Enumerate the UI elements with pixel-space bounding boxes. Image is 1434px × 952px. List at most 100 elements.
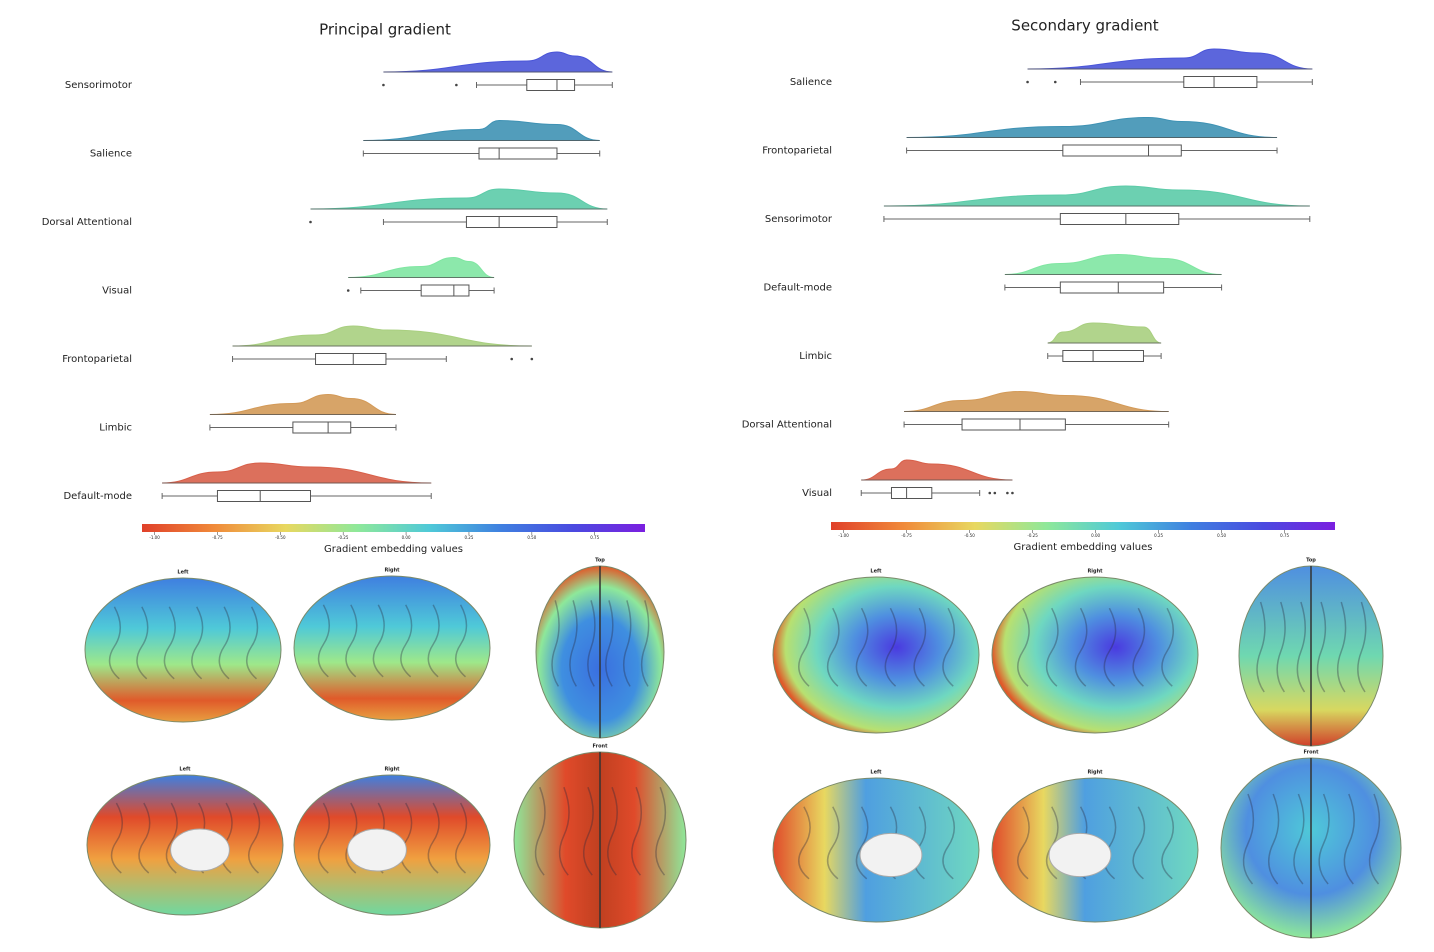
category-label: Sensorimotor bbox=[65, 80, 133, 91]
brain-sulcus bbox=[1368, 793, 1381, 885]
colorbar-label: Gradient embedding values bbox=[324, 544, 463, 555]
colorbar-tick-label: -0.75 bbox=[901, 533, 912, 538]
colorbar-tick-label: 0.50 bbox=[527, 535, 536, 540]
brain-sulcus bbox=[455, 802, 468, 874]
brain-sulcus bbox=[165, 802, 178, 874]
outlier bbox=[1011, 491, 1014, 495]
density-ridge bbox=[861, 459, 1013, 481]
density-ridge bbox=[1047, 322, 1162, 344]
brain-sulcus bbox=[826, 607, 840, 687]
brain-sulcus bbox=[1242, 793, 1255, 885]
box bbox=[890, 487, 933, 499]
brain-sulcus bbox=[136, 606, 149, 680]
brain-view-label: Left bbox=[179, 767, 191, 773]
brain-sulcus bbox=[826, 806, 840, 880]
brain-sulcus bbox=[631, 786, 643, 876]
outlier bbox=[1006, 491, 1009, 495]
category-label: Limbic bbox=[799, 351, 832, 362]
colorbar-tick-label: 0.50 bbox=[1217, 533, 1226, 538]
outlier bbox=[510, 357, 514, 361]
colorbar-tick-label: -0.50 bbox=[964, 533, 975, 538]
density-ridge bbox=[383, 51, 613, 73]
brain-sulcus bbox=[1161, 806, 1175, 880]
brain-sulcus bbox=[1357, 601, 1367, 693]
brain-sulcus bbox=[1276, 601, 1286, 693]
brain-view-label: Left bbox=[870, 770, 882, 776]
brain-sulcus bbox=[558, 786, 570, 876]
brain-sulcus bbox=[587, 600, 596, 687]
brain-sulcus bbox=[1017, 806, 1030, 880]
brain-sulcus bbox=[1017, 607, 1030, 687]
brain-sulcus bbox=[1161, 607, 1175, 687]
brain-sulcus bbox=[1336, 601, 1347, 693]
box bbox=[420, 284, 470, 297]
brain-sulcus bbox=[1074, 607, 1088, 687]
brain-sulcus bbox=[798, 806, 811, 880]
brain-sulcus bbox=[1045, 607, 1059, 687]
density-ridge bbox=[232, 325, 532, 347]
brain-sulcus bbox=[855, 607, 869, 687]
brain-sulcus bbox=[110, 802, 124, 874]
brain-view-label: Right bbox=[1087, 569, 1103, 575]
brain-sulcus bbox=[1256, 601, 1266, 693]
brain-sulcus bbox=[913, 607, 927, 687]
category-label: Limbic bbox=[99, 423, 132, 434]
brain-sulcus bbox=[1318, 793, 1330, 885]
colorbar-tick-label: -1.00 bbox=[149, 535, 160, 540]
brain-surface bbox=[991, 576, 1199, 734]
category-label: Visual bbox=[802, 488, 832, 499]
box bbox=[478, 147, 558, 160]
density-ridge bbox=[162, 462, 432, 484]
brain-sulcus bbox=[1296, 601, 1306, 693]
brain-sulcus bbox=[1103, 806, 1117, 880]
outlier bbox=[530, 357, 534, 361]
colorbar-tick-label: -0.25 bbox=[338, 535, 349, 540]
density-ridge bbox=[906, 116, 1278, 138]
colorbar-tick-label: 0.25 bbox=[464, 535, 473, 540]
brain-sulcus bbox=[248, 802, 261, 874]
category-label: Default-mode bbox=[763, 283, 832, 294]
brain-sulcus bbox=[622, 600, 632, 687]
brain-view-label: Right bbox=[384, 568, 400, 574]
brain-sulcus bbox=[317, 802, 331, 874]
brain-surface bbox=[293, 575, 491, 721]
brain-view-label: Left bbox=[870, 569, 882, 575]
density-ridge bbox=[348, 256, 495, 278]
box bbox=[1059, 213, 1180, 225]
brain-sulcus bbox=[372, 604, 385, 678]
box bbox=[1062, 144, 1182, 157]
colorbar bbox=[831, 522, 1335, 530]
density-ridge bbox=[1027, 48, 1313, 70]
chart-title: Principal gradient bbox=[319, 21, 451, 39]
outlier bbox=[988, 491, 992, 495]
category-label: Visual bbox=[102, 286, 132, 297]
colorbar-tick-label: -1.00 bbox=[838, 533, 849, 538]
brain-sulcus bbox=[607, 786, 618, 876]
brain-view-label: Top bbox=[595, 558, 605, 564]
brain-sulcus bbox=[427, 802, 440, 874]
brain-sulcus bbox=[1268, 793, 1280, 885]
brain-sulcus bbox=[605, 600, 614, 687]
brain-sulcus bbox=[1103, 607, 1117, 687]
brain-sulcus bbox=[1293, 793, 1305, 885]
category-label: Frontoparietal bbox=[762, 146, 832, 157]
density-ridge bbox=[904, 390, 1169, 412]
brain-core bbox=[1048, 832, 1112, 878]
brain-core bbox=[859, 832, 923, 878]
brain-sulcus bbox=[1132, 607, 1146, 687]
brain-sulcus bbox=[855, 806, 869, 880]
colorbar-tick-label: -0.50 bbox=[275, 535, 286, 540]
brain-sulcus bbox=[1132, 806, 1146, 880]
chart-title: Secondary gradient bbox=[1011, 17, 1159, 35]
category-label: Salience bbox=[790, 77, 832, 88]
category-label: Frontoparietal bbox=[62, 354, 132, 365]
brain-sulcus bbox=[655, 786, 667, 876]
brain-view-label: Front bbox=[593, 744, 609, 750]
category-label: Dorsal Attentional bbox=[42, 217, 132, 228]
brain-sulcus bbox=[640, 600, 650, 687]
outlier bbox=[346, 289, 350, 292]
outlier bbox=[993, 491, 997, 495]
density-ridge bbox=[310, 188, 608, 210]
box bbox=[315, 353, 387, 365]
outlier bbox=[1026, 80, 1029, 84]
